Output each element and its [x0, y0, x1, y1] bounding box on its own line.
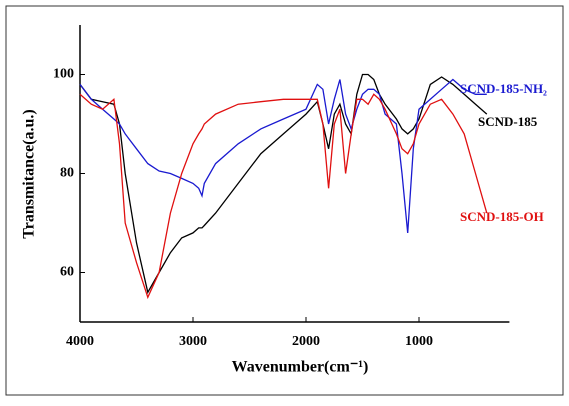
outer-frame [5, 5, 564, 396]
x-tick-label: 2000 [292, 334, 320, 349]
series-line [79, 93, 488, 300]
series-label: SCND-185-NH₂ [460, 81, 547, 96]
series-line [79, 78, 487, 233]
series-label: SCND-185-OH [460, 209, 544, 224]
y-tick-label: 60 [60, 265, 74, 280]
series-label: SCND-185 [478, 114, 538, 129]
x-axis-label: Wavenumber(cm⁻¹) [232, 359, 369, 376]
y-tick-label: 80 [60, 166, 74, 181]
x-tick-label: 4000 [66, 334, 94, 349]
x-tick-label: 3000 [179, 334, 207, 349]
y-axis-label: Transmitance(a.u.) [21, 109, 38, 238]
y-tick-label: 100 [53, 67, 74, 82]
x-tick-label: 1000 [405, 334, 433, 349]
series-line [79, 73, 488, 295]
